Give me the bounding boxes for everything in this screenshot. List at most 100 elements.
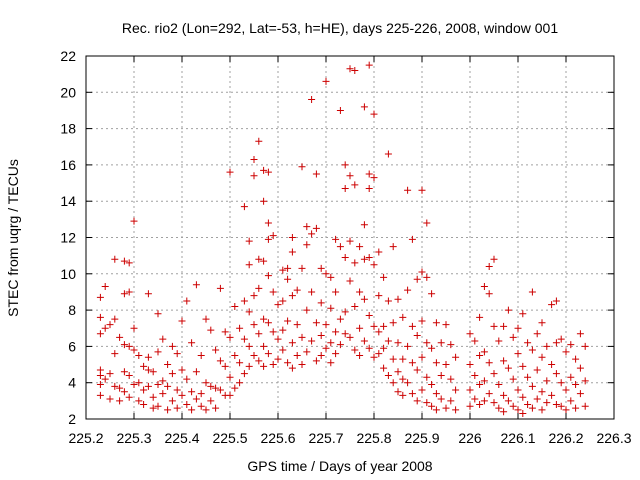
data-point xyxy=(351,67,359,75)
axis-ticks xyxy=(85,55,615,420)
data-point xyxy=(279,326,287,334)
data-point xyxy=(245,342,253,350)
data-point xyxy=(370,110,378,118)
data-point xyxy=(312,319,320,327)
data-point xyxy=(356,351,364,359)
data-point xyxy=(404,342,412,350)
data-point xyxy=(274,335,282,343)
y-axis-label: STEC from uqrg / TECUs xyxy=(5,159,21,317)
data-point xyxy=(236,359,244,367)
data-point xyxy=(116,384,124,392)
data-point xyxy=(346,333,354,341)
data-point xyxy=(466,402,474,410)
data-point xyxy=(509,333,517,341)
x-tick-label: 226.3 xyxy=(596,430,631,446)
data-point xyxy=(255,255,263,263)
data-point xyxy=(514,406,522,414)
data-point xyxy=(111,382,119,390)
data-point xyxy=(418,317,426,325)
data-point xyxy=(178,366,186,374)
data-point xyxy=(120,290,128,298)
y-tick-labels: 2 4 6 8 10 12 14 16 18 20 22 xyxy=(60,48,76,427)
data-point xyxy=(101,324,109,332)
x-tick-label: 225.8 xyxy=(356,430,391,446)
data-point xyxy=(389,319,397,327)
data-point xyxy=(144,366,152,374)
data-point xyxy=(375,248,383,256)
y-tick-label: 18 xyxy=(60,121,76,137)
data-point xyxy=(125,342,133,350)
data-point xyxy=(341,330,349,338)
data-point xyxy=(312,170,320,178)
data-point xyxy=(423,373,431,381)
data-point xyxy=(293,286,301,294)
data-point xyxy=(260,197,268,205)
data-point xyxy=(322,270,330,278)
data-point xyxy=(346,65,354,73)
x-tick-label: 225.9 xyxy=(404,430,439,446)
data-point xyxy=(120,388,128,396)
data-point xyxy=(562,406,570,414)
data-point xyxy=(346,172,354,180)
data-point xyxy=(173,350,181,358)
data-point xyxy=(413,397,421,405)
data-point xyxy=(188,388,196,396)
data-point xyxy=(432,406,440,414)
data-point xyxy=(552,400,560,408)
data-point xyxy=(442,321,450,329)
data-point xyxy=(466,361,474,369)
data-point xyxy=(221,328,229,336)
data-point xyxy=(96,391,104,399)
data-point xyxy=(255,330,263,338)
data-point xyxy=(144,353,152,361)
data-point xyxy=(317,299,325,307)
data-point xyxy=(269,361,277,369)
data-point xyxy=(111,315,119,323)
data-point xyxy=(408,359,416,367)
data-point xyxy=(312,224,320,232)
data-point xyxy=(408,322,416,330)
x-tick-label: 225.6 xyxy=(260,430,295,446)
data-point xyxy=(116,333,124,341)
data-point xyxy=(322,77,330,85)
data-point xyxy=(370,353,378,361)
data-point xyxy=(207,326,215,334)
data-point xyxy=(303,306,311,314)
data-point xyxy=(480,377,488,385)
y-tick-label: 16 xyxy=(60,157,76,173)
data-point xyxy=(140,400,148,408)
data-point xyxy=(356,324,364,332)
data-point xyxy=(231,302,239,310)
data-point xyxy=(168,397,176,405)
data-point xyxy=(500,408,508,416)
data-point xyxy=(264,350,272,358)
data-point xyxy=(188,406,196,414)
data-point xyxy=(236,324,244,332)
data-point xyxy=(245,362,253,370)
data-point xyxy=(197,402,205,410)
data-point xyxy=(543,342,551,350)
data-point xyxy=(519,362,527,370)
data-point xyxy=(528,346,536,354)
data-point xyxy=(360,295,368,303)
data-point xyxy=(240,297,248,305)
y-tick-label: 12 xyxy=(60,230,76,246)
data-point xyxy=(279,297,287,305)
data-point xyxy=(183,375,191,383)
data-point xyxy=(365,184,373,192)
data-point xyxy=(288,364,296,372)
data-point xyxy=(336,341,344,349)
y-tick-label: 4 xyxy=(68,375,76,391)
data-point xyxy=(533,395,541,403)
data-point xyxy=(240,370,248,378)
data-point xyxy=(418,386,426,394)
data-point xyxy=(495,404,503,412)
data-point xyxy=(116,397,124,405)
data-point xyxy=(351,259,359,267)
data-point xyxy=(308,230,316,238)
data-point xyxy=(552,370,560,378)
data-point xyxy=(125,288,133,296)
data-point xyxy=(245,261,253,269)
data-point xyxy=(341,184,349,192)
data-point xyxy=(202,379,210,387)
